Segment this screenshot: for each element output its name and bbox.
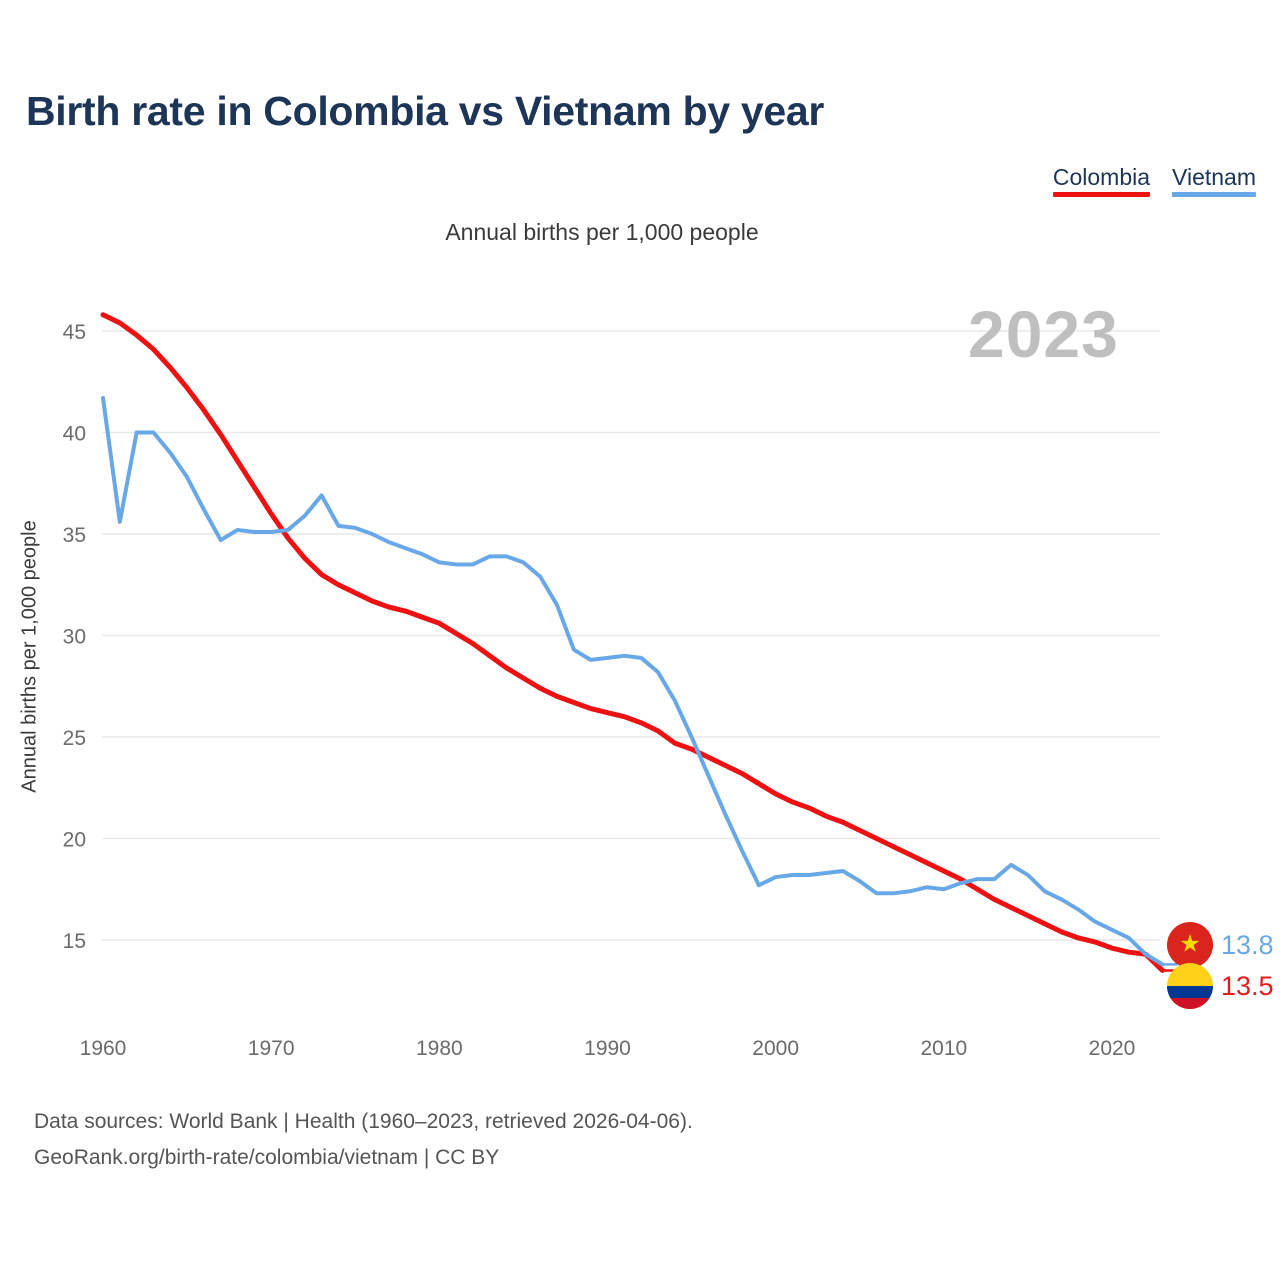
y-tick-label: 25: [63, 727, 86, 750]
series-line-vietnam: [101, 395, 1165, 967]
colombia-flag-red-band: [1167, 997, 1213, 1009]
colombia-flag-blue-band: [1167, 986, 1213, 998]
x-tick-label: 1970: [248, 1037, 295, 1060]
legend-color-swatch-colombia: [1052, 192, 1151, 198]
x-tick-label: 1990: [584, 1037, 631, 1060]
y-tick-label: 30: [63, 626, 86, 649]
x-tick-label: 2010: [920, 1037, 967, 1060]
y-axis-tick-labels: 15 20 25 30 35 40 45: [63, 321, 86, 953]
star-icon: ★: [1179, 930, 1201, 958]
legend-label-colombia: Colombia: [1052, 164, 1151, 190]
vietnam-flag-icon: ★: [1167, 922, 1213, 968]
y-tick-label: 20: [63, 829, 86, 852]
y-tick-label: 40: [63, 423, 86, 446]
legend-item-colombia[interactable]: Colombia: [1052, 164, 1151, 198]
y-tick-label: 15: [63, 930, 86, 953]
x-axis-tick-labels: 1960 1970 1980 1990 2000 2010 2020: [80, 1037, 1136, 1060]
gridlines: [102, 330, 1160, 941]
endpoint-value-colombia: 13.5: [1221, 970, 1274, 1001]
endpoint-vietnam: ★ 13.8: [1167, 922, 1274, 968]
x-tick-label: 1960: [80, 1037, 127, 1060]
chart-legend: Colombia Vietnam: [1052, 164, 1256, 198]
x-tick-label: 2020: [1089, 1037, 1136, 1060]
page-title: Birth rate in Colombia vs Vietnam by yea…: [26, 88, 825, 134]
legend-label-vietnam: Vietnam: [1172, 164, 1256, 190]
footer: Data sources: World Bank | Health (1960–…: [34, 1104, 693, 1176]
y-tick-label: 35: [63, 524, 86, 547]
endpoint-value-vietnam: 13.8: [1221, 929, 1274, 960]
y-tick-label: 45: [63, 321, 86, 344]
y-axis-title: Annual births per 1,000 people: [18, 520, 41, 793]
x-tick-label: 2000: [752, 1037, 799, 1060]
legend-color-swatch-vietnam: [1172, 192, 1256, 198]
footer-attribution: GeoRank.org/birth-rate/colombia/vietnam …: [34, 1146, 500, 1170]
x-tick-label: 1980: [416, 1037, 463, 1060]
chart-subtitle: Annual births per 1,000 people: [445, 219, 759, 245]
legend-item-vietnam[interactable]: Vietnam: [1172, 164, 1256, 198]
series-line-colombia: [100, 312, 1165, 973]
colombia-flag-icon: [1167, 963, 1213, 1009]
series-lines: [100, 312, 1165, 973]
endpoint-colombia: 13.5: [1167, 963, 1274, 1009]
year-watermark: 2023: [968, 297, 1119, 371]
footer-data-sources: Data sources: World Bank | Health (1960–…: [34, 1110, 693, 1133]
